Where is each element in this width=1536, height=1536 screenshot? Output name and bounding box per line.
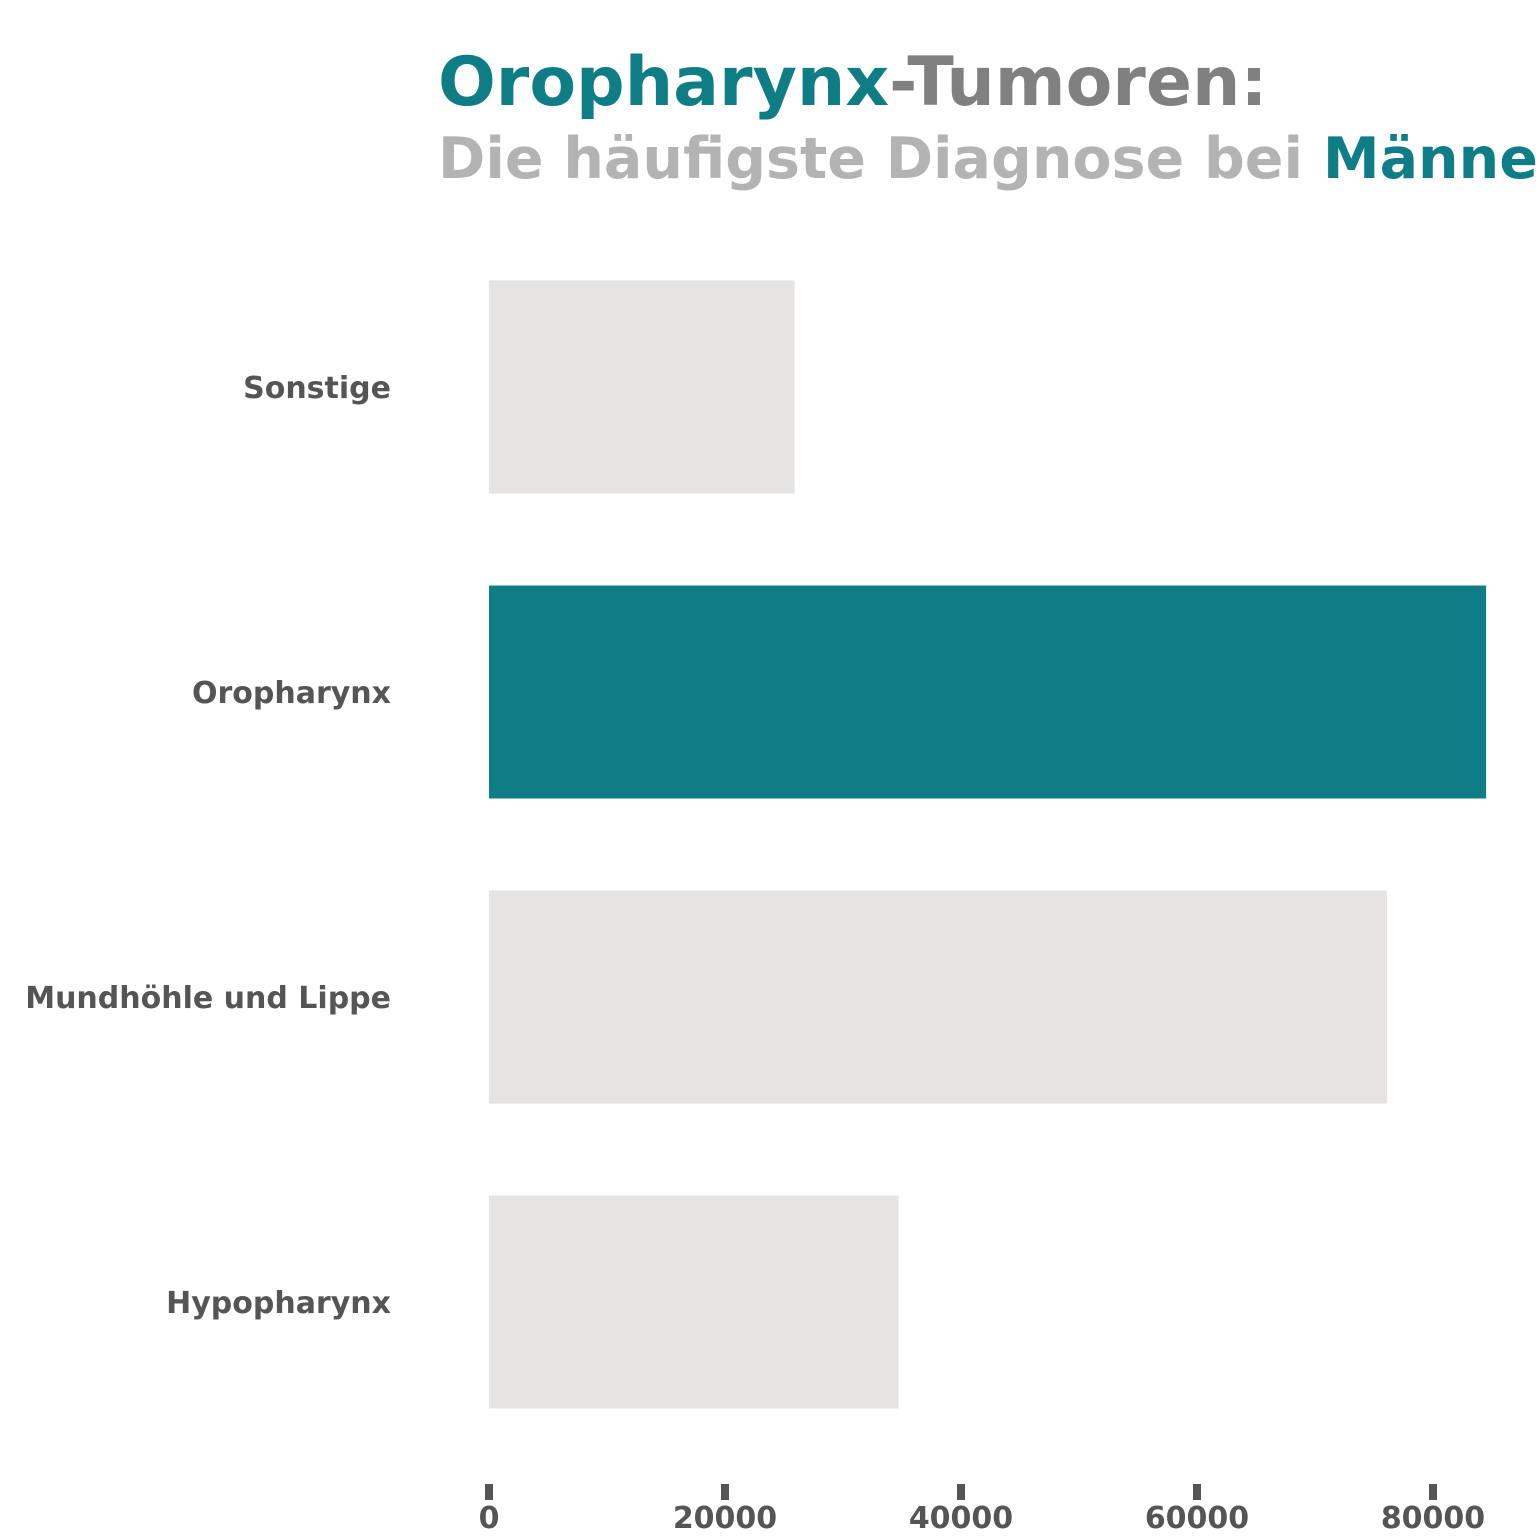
bars-group <box>489 280 1487 1409</box>
category-label-mundhoehle-und-lippe: Mundhöhle und Lippe <box>25 981 391 1016</box>
category-label-sonstige: Sonstige <box>243 371 391 406</box>
chart-subtitle: Die häufigste Diagnose bei Männern <box>438 126 1536 192</box>
category-labels-group: Sonstige Oropharynx Mundhöhle und Lippe Hyp… <box>25 371 391 1321</box>
x-tick-label: 20000 <box>673 1501 777 1536</box>
x-tick-mark <box>485 1484 493 1500</box>
chart-title-rest: -Tumoren: <box>889 43 1267 122</box>
x-tick-mark <box>1429 1484 1437 1500</box>
x-tick-label: 80000 <box>1381 1501 1485 1536</box>
x-tick-mark <box>957 1484 965 1500</box>
x-tick-mark <box>1193 1484 1201 1500</box>
bar-mundhoehle-und-lippe <box>489 890 1387 1104</box>
x-tick-label: 0 <box>479 1501 500 1536</box>
chart-title: Oropharynx-Tumoren: <box>438 43 1268 122</box>
category-label-hypopharynx: Hypopharynx <box>166 1286 391 1321</box>
x-tick-mark <box>721 1484 729 1500</box>
chart-title-highlight: Oropharynx <box>438 43 889 122</box>
bar-hypopharynx <box>489 1195 899 1409</box>
x-tick-label: 40000 <box>909 1501 1013 1536</box>
chart-subtitle-highlight: Männern <box>1323 126 1536 192</box>
bar-oropharynx <box>489 585 1487 799</box>
x-tick-label: 60000 <box>1145 1501 1249 1536</box>
chart-subtitle-prefix: Die häufigste Diagnose bei <box>438 126 1323 192</box>
x-axis: 0 20000 40000 60000 80000 <box>479 1484 1485 1536</box>
bar-sonstige <box>489 280 795 494</box>
category-label-oropharynx: Oropharynx <box>192 676 391 711</box>
